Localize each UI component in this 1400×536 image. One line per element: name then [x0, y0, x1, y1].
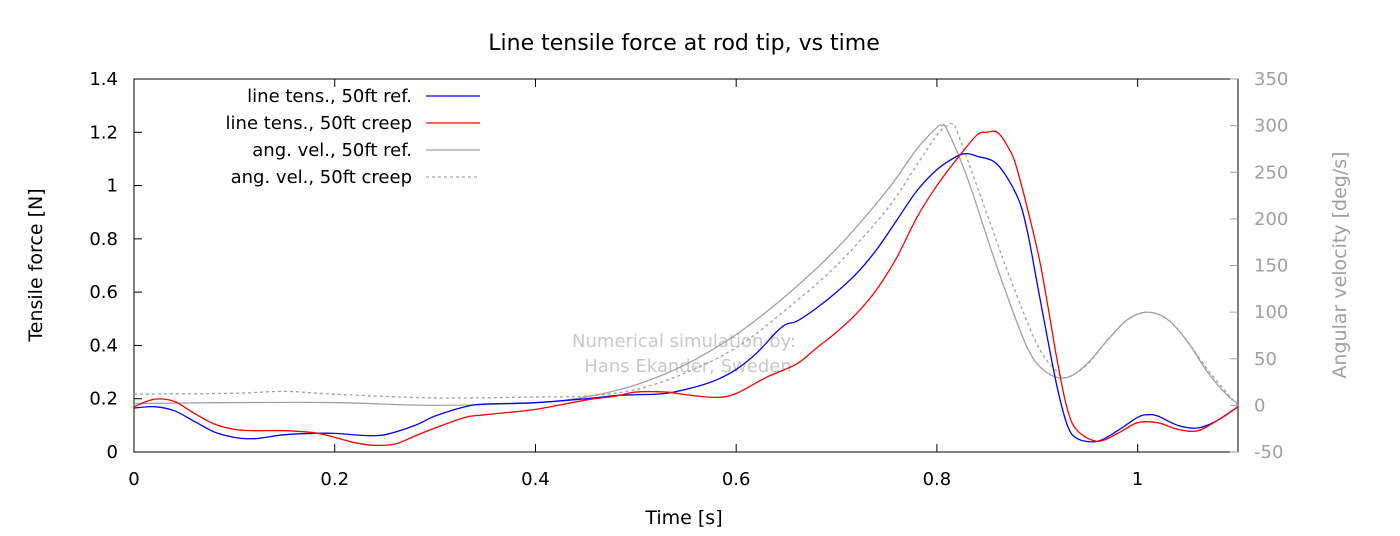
y-tick-label: 0.8 [89, 229, 118, 250]
x-axis-label: Time [s] [644, 507, 722, 529]
y2-axis-ticks: -50 0 50 100 150 200 250 300 350 [1230, 69, 1288, 463]
y-tick-label: 1.2 [89, 122, 118, 143]
x-tick-label: 0.6 [722, 469, 751, 490]
y-axis-ticks: 0 0.2 0.4 0.6 0.8 1 1.2 1.4 [89, 69, 142, 463]
x-axis-ticks: 0 0.2 0.4 0.6 0.8 1 [128, 79, 1143, 490]
series-line-line-tens-50ft-creep [133, 130, 1239, 447]
plot-frame [133, 78, 1239, 453]
y-tick-label: 0.2 [89, 389, 118, 410]
watermark-line-1: Numerical simulation by: [572, 331, 796, 352]
legend-label: ang. vel., 50ft ref. [252, 140, 412, 161]
y-tick-label: 0 [107, 442, 118, 463]
watermark-line-2: Hans Ekander, Sweden [584, 356, 791, 377]
chart-title: Line tensile force at rod tip, vs time [488, 31, 880, 56]
y2-tick-label: -50 [1254, 442, 1283, 463]
y2-tick-label: 300 [1254, 116, 1288, 137]
x-tick-label: 0.2 [320, 469, 349, 490]
series-layer [133, 122, 1239, 447]
x-tick-label: 0 [128, 469, 139, 490]
y2-tick-label: 350 [1254, 69, 1288, 90]
y-tick-label: 1 [107, 176, 118, 197]
y2-tick-label: 200 [1254, 209, 1288, 230]
y2-tick-label: 100 [1254, 302, 1288, 323]
y-tick-label: 0.4 [89, 335, 118, 356]
legend-label: ang. vel., 50ft creep [231, 167, 412, 188]
y2-tick-label: 150 [1254, 256, 1288, 277]
y2-tick-label: 0 [1254, 395, 1265, 416]
x-tick-label: 1 [1132, 469, 1143, 490]
y-tick-label: 0.6 [89, 282, 118, 303]
x-tick-label: 0.8 [923, 469, 952, 490]
legend: line tens., 50ft ref. line tens., 50ft cr… [226, 86, 480, 188]
legend-label: line tens., 50ft ref. [247, 86, 412, 107]
series-line-ang-vel-50ft-creep [133, 122, 1239, 406]
y2-tick-label: 250 [1254, 162, 1288, 183]
series-line-line-tens-50ft-ref [133, 152, 1239, 443]
y2-tick-label: 50 [1254, 349, 1277, 370]
legend-label: line tens., 50ft creep [226, 113, 412, 134]
y-axis-label: Tensile force [N] [25, 188, 47, 342]
watermark: Numerical simulation by: Hans Ekander, S… [572, 331, 796, 377]
y2-axis-label: Angular velocity [deg/s] [1329, 151, 1351, 378]
x-tick-label: 0.4 [521, 469, 550, 490]
y-tick-label: 1.4 [89, 69, 118, 90]
